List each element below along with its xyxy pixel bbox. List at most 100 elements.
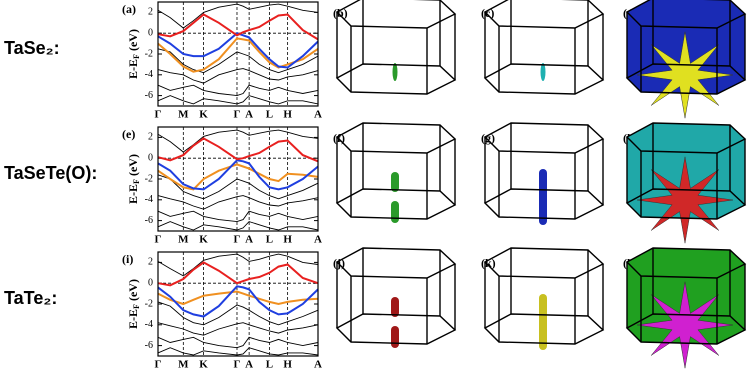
band (157, 174, 319, 200)
y-label-unit: (eV) (126, 154, 140, 176)
y-label-main: E-E (126, 184, 140, 204)
x-tick-label: A (245, 359, 253, 371)
x-tick-label: Γ (233, 109, 240, 121)
brillouin-zone (335, 0, 457, 29)
y-tick-label: 0 (148, 27, 153, 38)
band (157, 3, 319, 29)
y-label-sub: F (132, 179, 141, 184)
brillouin-zone (335, 122, 457, 154)
band (157, 163, 319, 191)
x-tick-label: A (314, 234, 322, 246)
band (157, 95, 319, 105)
panel-label: (i) (122, 252, 133, 266)
fermi-surface (625, 247, 747, 369)
y-tick-label: -6 (145, 90, 153, 101)
surface-sheet (636, 31, 734, 119)
x-tick-label: H (283, 109, 292, 121)
y-label-main: E-E (126, 309, 140, 329)
fermi-surface (335, 122, 457, 223)
x-tick-label: M (178, 234, 189, 246)
band (157, 301, 319, 326)
x-tick-label: A (314, 109, 322, 121)
band (157, 347, 319, 356)
fermi-surface (625, 0, 747, 119)
y-tick-label: 0 (148, 152, 153, 163)
surface-sheet (636, 281, 734, 369)
x-tick-label: L (266, 234, 273, 246)
x-tick-label: Γ (155, 109, 162, 121)
y-tick-label: -4 (145, 194, 153, 205)
x-tick-label: K (199, 359, 208, 371)
plot-frame (157, 251, 319, 357)
y-tick-label: -6 (145, 340, 153, 351)
y-axis-label: E-EF (eV) (126, 154, 141, 204)
surface-pocket (391, 297, 399, 317)
surface-pocket (540, 63, 546, 81)
x-tick-label: M (178, 109, 189, 121)
x-tick-label: Γ (233, 234, 240, 246)
x-tick-label: L (266, 109, 273, 121)
panel-label: (a) (122, 2, 136, 16)
x-tick-label: L (266, 359, 273, 371)
fermi-surface (335, 247, 457, 348)
surface-pocket (539, 169, 547, 225)
fermi-surface (483, 122, 605, 225)
brillouin-zone (483, 122, 605, 154)
brillouin-zone (335, 247, 457, 279)
fermi-surface (483, 0, 605, 95)
row-name: TaSe₂: (4, 38, 60, 58)
band (157, 290, 319, 306)
y-tick-label: -2 (145, 48, 153, 59)
y-tick-label: 0 (148, 277, 153, 288)
band (157, 137, 319, 163)
brillouin-zone (483, 0, 605, 29)
band (157, 210, 319, 223)
x-tick-label: M (178, 359, 189, 371)
brillouin-zone (483, 247, 605, 279)
y-label-unit: (eV) (126, 29, 140, 51)
surface-pocket (392, 63, 398, 81)
y-tick-label: 2 (148, 7, 153, 18)
row-name: TaTe₂: (4, 288, 57, 308)
row-name: TaSeTe(O): (4, 163, 97, 183)
y-label-main: E-E (126, 59, 140, 79)
x-tick-label: A (314, 359, 322, 371)
y-tick-label: -2 (145, 173, 153, 184)
x-tick-label: Γ (155, 234, 162, 246)
surface-pocket (391, 172, 399, 192)
x-tick-label: Γ (233, 359, 240, 371)
y-label-unit: (eV) (126, 279, 140, 301)
band (157, 336, 319, 349)
band (157, 195, 319, 210)
band (157, 221, 319, 231)
band (157, 13, 319, 41)
y-label-sub: F (132, 304, 141, 309)
y-tick-label: -6 (145, 215, 153, 226)
x-tick-label: A (245, 109, 253, 121)
x-tick-label: H (283, 234, 292, 246)
y-axis-label: E-EF (eV) (126, 29, 141, 79)
y-axis-label: E-EF (eV) (126, 279, 141, 329)
band (157, 322, 319, 336)
x-tick-label: Γ (155, 359, 162, 371)
band (157, 48, 319, 74)
fermi-surface (335, 0, 457, 95)
band (157, 285, 319, 318)
band (157, 68, 319, 84)
band (157, 129, 319, 153)
surface-sheet (636, 156, 734, 244)
y-tick-label: -2 (145, 298, 153, 309)
plot-frame (157, 126, 319, 232)
band (157, 32, 319, 69)
y-tick-label: -4 (145, 319, 153, 330)
panel-label: (e) (122, 127, 135, 141)
x-tick-label: K (199, 234, 208, 246)
y-tick-label: 2 (148, 132, 153, 143)
y-tick-label: -4 (145, 69, 153, 80)
plot-frame (157, 1, 319, 107)
surface-pocket (391, 201, 399, 223)
x-tick-label: K (199, 109, 208, 121)
surface-pocket (391, 326, 399, 348)
y-tick-label: 2 (148, 257, 153, 268)
x-tick-label: A (245, 234, 253, 246)
